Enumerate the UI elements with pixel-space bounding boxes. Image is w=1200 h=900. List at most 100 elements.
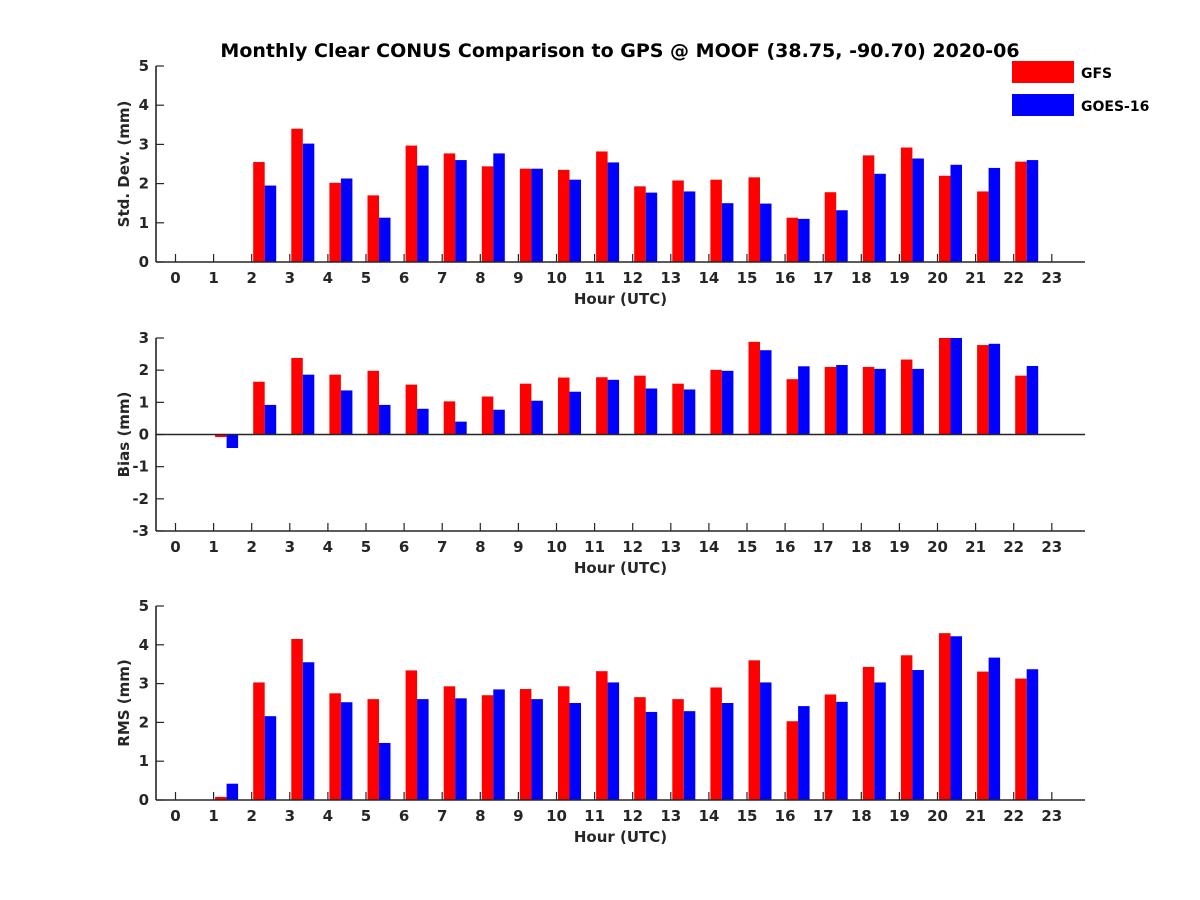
bias-x-tick-label: 14 xyxy=(698,538,719,556)
rms-x-tick-label: 9 xyxy=(513,807,523,825)
rms-bar-gfs-hour-22 xyxy=(1015,678,1027,800)
std-dev-bar-goes16-hour-10 xyxy=(569,179,581,262)
rms-bar-goes16-hour-1 xyxy=(226,783,239,800)
std-dev-bar-goes16-hour-7 xyxy=(455,160,467,262)
std-dev-bar-gfs-hour-15 xyxy=(748,177,760,262)
rms-x-tick-label: 14 xyxy=(698,807,719,825)
bias-x-tick-label: 0 xyxy=(170,538,180,556)
std-dev-x-tick-label: 13 xyxy=(660,269,681,287)
rms-x-tick-label: 21 xyxy=(965,807,986,825)
std-dev-bar-goes16-hour-8 xyxy=(493,153,505,262)
std-dev-y-tick-label: 5 xyxy=(139,57,149,75)
std-dev-bar-gfs-hour-12 xyxy=(634,186,646,262)
std-dev-bar-goes16-hour-15 xyxy=(760,203,772,262)
bias-y-tick-label: 3 xyxy=(139,329,149,347)
bias-y-tick-label: 1 xyxy=(139,393,149,411)
bias-bar-goes16-hour-9 xyxy=(531,400,543,435)
std-dev-x-tick-label: 3 xyxy=(285,269,295,287)
rms-bar-goes16-hour-11 xyxy=(607,682,620,800)
std-dev-bar-goes16-hour-18 xyxy=(874,173,886,262)
std-dev-x-tick-label: 19 xyxy=(889,269,910,287)
bias-bar-gfs-hour-17 xyxy=(824,366,837,435)
rms-y-tick-label: 0 xyxy=(139,791,149,809)
std-dev-y-tick-label: 2 xyxy=(139,175,149,193)
rms-x-tick-label: 6 xyxy=(399,807,409,825)
std-dev-x-tick-label: 17 xyxy=(813,269,834,287)
std-dev-bar-gfs-hour-20 xyxy=(939,175,951,262)
bias-x-tick-label: 23 xyxy=(1041,538,1062,556)
rms-bar-goes16-hour-21 xyxy=(988,657,1001,800)
std-dev-y-tick-label: 4 xyxy=(139,96,149,114)
rms-bar-gfs-hour-5 xyxy=(367,699,379,800)
std-dev-bar-gfs-hour-2 xyxy=(253,162,265,262)
std-dev-bar-goes16-hour-3 xyxy=(302,143,315,262)
bias-bar-gfs-hour-13 xyxy=(672,383,684,435)
rms-x-tick-label: 23 xyxy=(1041,807,1062,825)
rms-bar-gfs-hour-10 xyxy=(558,686,570,800)
std-dev-bar-gfs-hour-22 xyxy=(1015,161,1027,262)
bias-x-tick-label: 12 xyxy=(622,538,643,556)
bias-bar-goes16-hour-3 xyxy=(302,374,315,435)
rms-x-tick-label: 5 xyxy=(361,807,371,825)
rms-bar-gfs-hour-12 xyxy=(634,697,646,800)
rms-bar-gfs-hour-21 xyxy=(977,671,989,800)
bias-x-tick-label: 16 xyxy=(775,538,796,556)
std-dev-bar-gfs-hour-17 xyxy=(824,192,837,262)
std-dev-bar-gfs-hour-21 xyxy=(977,191,989,262)
bias-x-tick-label: 7 xyxy=(437,538,447,556)
std-dev-x-tick-label: 21 xyxy=(965,269,986,287)
bias-bar-gfs-hour-10 xyxy=(558,377,570,435)
std-dev-y-axis-label: Std. Dev. (mm) xyxy=(115,101,133,228)
rms-bar-gfs-hour-17 xyxy=(824,694,837,800)
rms-x-tick-label: 10 xyxy=(546,807,567,825)
bias-bar-gfs-hour-14 xyxy=(710,369,722,435)
rms-x-tick-label: 8 xyxy=(475,807,485,825)
rms-bar-goes16-hour-9 xyxy=(531,699,543,800)
bias-bar-gfs-hour-20 xyxy=(939,338,951,435)
bias-x-tick-label: 22 xyxy=(1003,538,1024,556)
rms-bar-goes16-hour-4 xyxy=(340,702,353,800)
std-dev-x-tick-label: 14 xyxy=(698,269,719,287)
bias-bar-goes16-hour-2 xyxy=(264,404,277,435)
bias-x-tick-label: 9 xyxy=(513,538,523,556)
bias-x-tick-label: 8 xyxy=(475,538,485,556)
std-dev-bar-goes16-hour-9 xyxy=(531,168,543,262)
rms-x-tick-label: 11 xyxy=(584,807,605,825)
rms-bar-goes16-hour-5 xyxy=(379,742,391,800)
rms-bar-gfs-hour-6 xyxy=(405,670,418,800)
std-dev-bar-gfs-hour-14 xyxy=(710,179,722,262)
std-dev-bar-gfs-hour-6 xyxy=(405,145,418,262)
rms-x-tick-label: 13 xyxy=(660,807,681,825)
rms-bar-gfs-hour-15 xyxy=(748,660,760,800)
bias-bar-goes16-hour-10 xyxy=(569,391,581,435)
bias-x-tick-label: 19 xyxy=(889,538,910,556)
bias-bar-goes16-hour-15 xyxy=(760,350,772,435)
std-dev-bar-goes16-hour-21 xyxy=(988,167,1001,262)
bias-x-tick-label: 1 xyxy=(208,538,218,556)
bias-bar-gfs-hour-5 xyxy=(367,370,379,435)
bias-x-tick-label: 2 xyxy=(246,538,256,556)
bias-bar-goes16-hour-14 xyxy=(721,370,734,435)
bias-x-tick-label: 4 xyxy=(323,538,333,556)
bias-bar-goes16-hour-22 xyxy=(1026,365,1039,435)
rms-x-tick-label: 20 xyxy=(927,807,948,825)
bias-bar-gfs-hour-11 xyxy=(596,377,608,435)
std-dev-x-tick-label: 15 xyxy=(737,269,758,287)
rms-bar-gfs-hour-20 xyxy=(939,633,951,800)
bias-y-tick-label: -1 xyxy=(132,458,149,476)
rms-bar-gfs-hour-16 xyxy=(786,721,799,800)
rms-bar-gfs-hour-14 xyxy=(710,687,722,800)
rms-bar-goes16-hour-2 xyxy=(264,716,277,800)
rms-bar-gfs-hour-7 xyxy=(443,686,456,800)
bias-bar-gfs-hour-1 xyxy=(215,434,227,438)
bias-y-tick-label: 2 xyxy=(139,361,149,379)
rms-bar-goes16-hour-8 xyxy=(493,689,505,800)
std-dev-bar-gfs-hour-10 xyxy=(558,169,570,262)
std-dev-x-tick-label: 1 xyxy=(208,269,218,287)
std-dev-bar-gfs-hour-9 xyxy=(519,168,532,262)
std-dev-x-axis-label: Hour (UTC) xyxy=(574,290,667,308)
rms-y-tick-label: 1 xyxy=(139,752,149,770)
rms-x-tick-label: 22 xyxy=(1003,807,1024,825)
bias-bar-goes16-hour-11 xyxy=(607,379,620,435)
